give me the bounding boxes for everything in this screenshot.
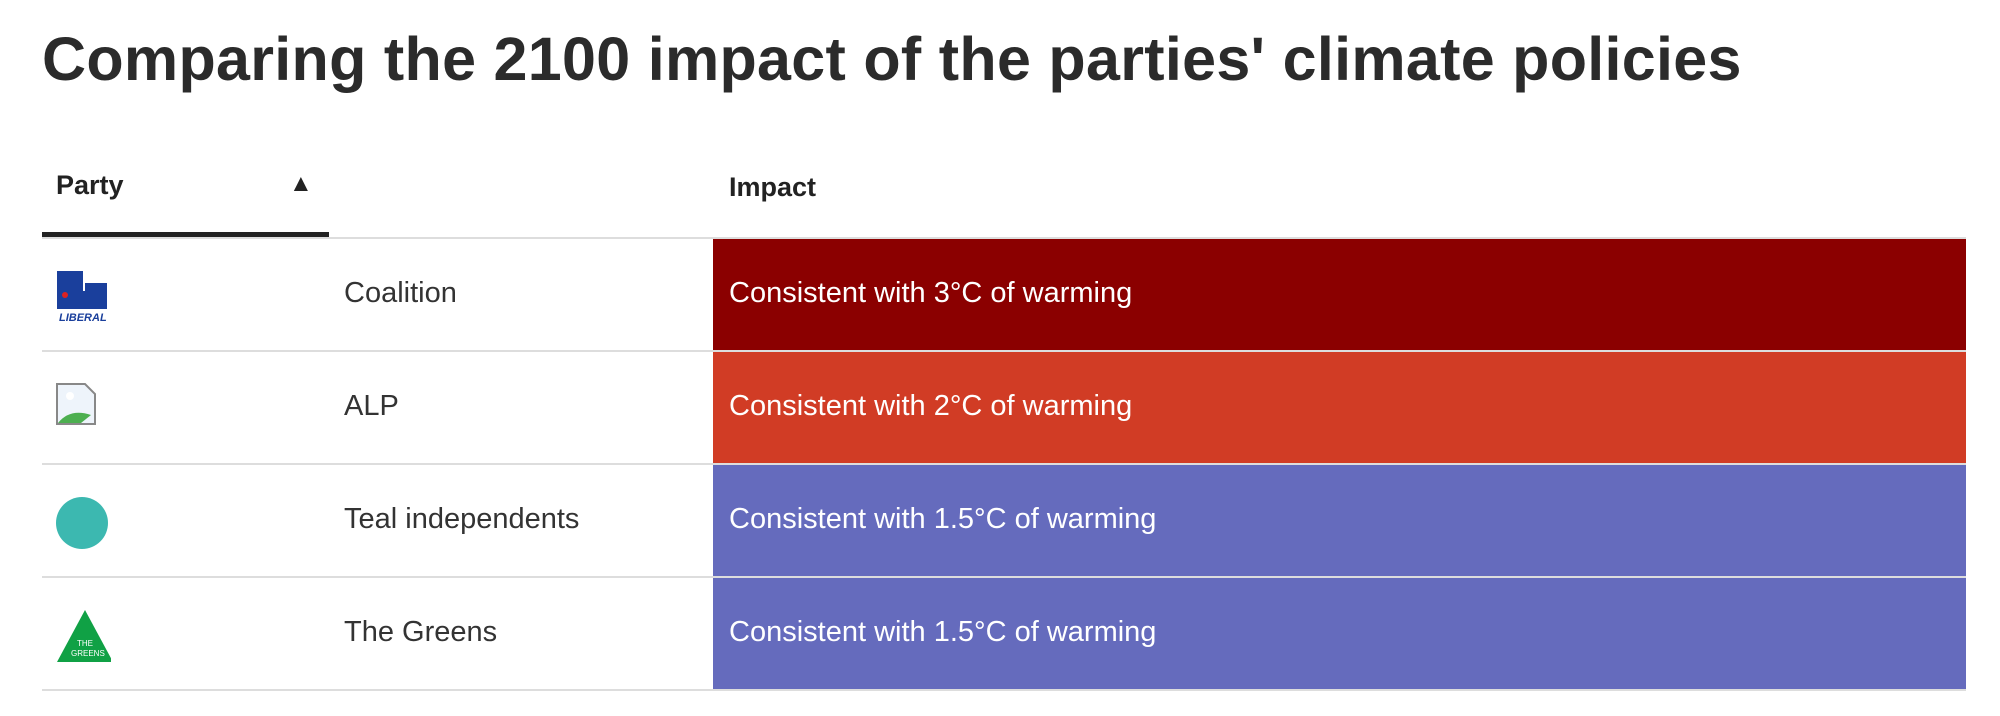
table-row: ALP Consistent with 2°C of warming bbox=[42, 352, 1966, 465]
greens-logo-icon: THE GREENS bbox=[57, 610, 111, 662]
party-header-label: Party bbox=[56, 170, 124, 200]
party-name: ALP bbox=[344, 390, 399, 422]
page-title: Comparing the 2100 impact of the parties… bbox=[42, 25, 1742, 93]
teal-circle-icon bbox=[56, 497, 108, 549]
svg-text:THE: THE bbox=[77, 639, 93, 648]
table-row: THE GREENS The Greens Consistent with 1.… bbox=[42, 578, 1966, 691]
svg-text:LIBERAL: LIBERAL bbox=[59, 312, 107, 324]
broken-image-icon bbox=[56, 383, 96, 425]
impact-cell: Consistent with 2°C of warming bbox=[713, 352, 1966, 463]
impact-cell: Consistent with 1.5°C of warming bbox=[713, 578, 1966, 689]
climate-impact-table: Party ▲ Impact LIBERAL Coalition Consist… bbox=[42, 140, 1966, 691]
svg-text:GREENS: GREENS bbox=[71, 649, 105, 658]
sort-ascending-icon[interactable]: ▲ bbox=[289, 170, 313, 197]
party-name: Coalition bbox=[344, 277, 457, 309]
impact-cell: Consistent with 1.5°C of warming bbox=[713, 465, 1966, 576]
party-name: Teal independents bbox=[344, 503, 580, 535]
table-row: Teal independents Consistent with 1.5°C … bbox=[42, 465, 1966, 578]
impact-cell: Consistent with 3°C of warming bbox=[713, 239, 1966, 350]
party-name: The Greens bbox=[344, 616, 498, 648]
table-header: Party ▲ Impact bbox=[42, 140, 1966, 239]
impact-column-header[interactable]: Impact bbox=[729, 172, 817, 202]
party-column-header[interactable]: Party ▲ bbox=[42, 140, 329, 237]
liberal-logo-icon: LIBERAL bbox=[57, 271, 107, 324]
table-row: LIBERAL Coalition Consistent with 3°C of… bbox=[42, 239, 1966, 352]
